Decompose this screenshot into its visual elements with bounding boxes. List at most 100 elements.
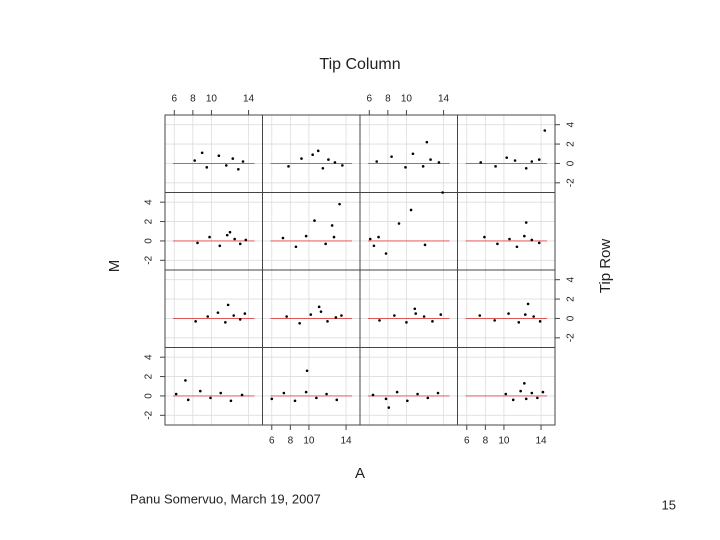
point (233, 237, 236, 241)
point (313, 219, 316, 222)
point (325, 392, 328, 396)
point (416, 392, 419, 396)
point (196, 241, 199, 245)
x-tick-label: 8 (385, 94, 391, 105)
point (483, 235, 486, 239)
panel-border (262, 269, 361, 348)
panel-border (457, 269, 556, 348)
point (387, 406, 391, 409)
point (216, 311, 220, 314)
page-number: 15 (662, 497, 676, 512)
point (330, 224, 334, 227)
point (209, 396, 212, 400)
point (229, 399, 233, 403)
point (393, 314, 396, 317)
point (543, 129, 547, 132)
point (282, 391, 286, 395)
point (515, 245, 519, 249)
point (232, 314, 236, 317)
y-tick-label: 2 (144, 373, 155, 379)
x-tick-label: 6 (269, 436, 275, 447)
point (224, 321, 227, 324)
point (309, 313, 313, 316)
y2-axis-label: Tip Row (597, 239, 614, 294)
point (371, 393, 375, 397)
point (208, 235, 211, 239)
panel-border (359, 192, 458, 271)
point (404, 166, 407, 169)
point (281, 236, 285, 240)
panel-border (262, 114, 361, 193)
point (298, 321, 301, 325)
footer-author: Panu Somervuo, March 19, 2007 (130, 491, 321, 506)
point (397, 222, 401, 225)
point (238, 242, 242, 246)
y-axis-label: M (106, 260, 123, 273)
point (524, 166, 528, 170)
point (375, 160, 379, 163)
x-tick-label: 6 (172, 94, 178, 105)
point (377, 235, 380, 239)
x-tick-label: 10 (303, 436, 315, 447)
panel-border (359, 269, 458, 348)
point (326, 320, 329, 323)
y-tick-label: 2 (144, 218, 155, 224)
point (205, 166, 209, 169)
point (523, 313, 527, 316)
point (384, 252, 388, 255)
point (423, 243, 427, 247)
point (395, 390, 399, 394)
point (327, 158, 330, 161)
point (285, 315, 288, 318)
x-tick-label: 14 (536, 436, 548, 447)
point (321, 166, 325, 170)
point (526, 302, 530, 306)
x-tick-label: 8 (190, 94, 196, 105)
point (496, 242, 499, 246)
panel-border (359, 114, 458, 193)
point (174, 392, 178, 396)
point (372, 244, 376, 248)
panel-border (164, 114, 263, 193)
point (315, 396, 318, 400)
point (304, 390, 308, 394)
point (319, 310, 323, 313)
point (186, 398, 190, 402)
x-tick-label: 14 (341, 436, 353, 447)
point (231, 157, 235, 160)
point (413, 307, 417, 311)
point (228, 230, 232, 234)
point (429, 158, 432, 161)
point (405, 321, 408, 324)
x-tick-label: 14 (438, 94, 450, 105)
panel-border (164, 192, 263, 271)
x-tick-label: 6 (367, 94, 373, 105)
x-tick-label: 8 (288, 436, 294, 447)
panel-border (457, 347, 556, 426)
point (479, 161, 483, 164)
point (334, 316, 338, 319)
point (240, 393, 244, 397)
x-tick-label: 10 (401, 94, 413, 105)
panel-border (359, 347, 458, 426)
point (224, 164, 228, 167)
point (441, 191, 444, 194)
y-tick-label: 4 (144, 199, 155, 205)
x-tick-label: 6 (464, 436, 470, 447)
point (335, 398, 339, 402)
point (390, 155, 393, 158)
point (524, 397, 528, 401)
point (504, 392, 508, 396)
y-tick-label: -2 (144, 410, 155, 419)
point (241, 160, 245, 163)
point (537, 158, 541, 161)
panel-border (262, 192, 361, 271)
point (193, 159, 197, 162)
point (194, 320, 197, 323)
y-tick-label: 2 (566, 141, 577, 147)
y-tick-label: 0 (566, 315, 577, 321)
point (505, 156, 509, 159)
point (532, 315, 535, 318)
point (538, 320, 542, 323)
